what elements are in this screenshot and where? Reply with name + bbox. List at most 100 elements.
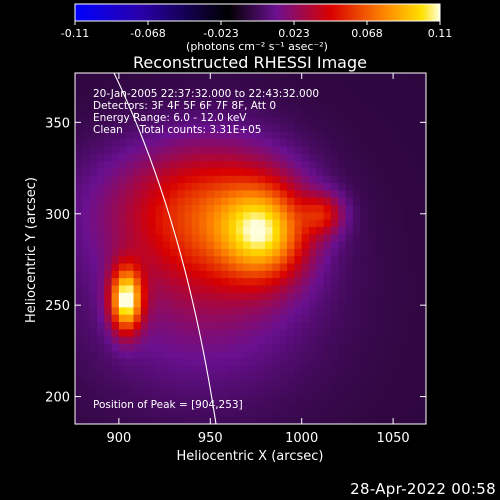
heatmap-cell xyxy=(162,211,171,220)
heatmap-cell xyxy=(162,109,171,118)
heatmap-cell xyxy=(345,226,354,235)
heatmap-cell xyxy=(330,277,339,286)
heatmap-cell xyxy=(118,94,127,103)
annotation-energy-range: Energy Range: 6.0 - 12.0 keV xyxy=(93,112,247,124)
heatmap-cell xyxy=(126,314,134,323)
heatmap-cell xyxy=(418,263,426,271)
heatmap-cell xyxy=(279,285,288,293)
heatmap-cell xyxy=(184,87,193,96)
heatmap-cell xyxy=(228,277,237,286)
heatmap-cell xyxy=(396,248,405,257)
heatmap-cell xyxy=(294,131,303,140)
heatmap-cell xyxy=(126,336,134,344)
heatmap-cell xyxy=(148,350,156,359)
heatmap-cell xyxy=(374,226,383,235)
heatmap-cell xyxy=(330,365,339,374)
heatmap-cell xyxy=(104,211,112,220)
heatmap-cell xyxy=(257,270,266,279)
heatmap-cell xyxy=(162,358,171,366)
heatmap-cell xyxy=(360,402,368,410)
heatmap-cell xyxy=(155,241,164,249)
heatmap-cell xyxy=(360,219,368,227)
heatmap-cell xyxy=(228,387,237,396)
heatmap-cell xyxy=(418,160,426,169)
heatmap-cell xyxy=(140,328,149,337)
heatmap-cell xyxy=(162,160,171,169)
heatmap-cell xyxy=(411,233,420,242)
heatmap-cell xyxy=(155,409,164,418)
heatmap-cell xyxy=(75,73,83,81)
heatmap-cell xyxy=(316,350,325,359)
heatmap-cell xyxy=(228,321,237,330)
heatmap-cell xyxy=(75,131,83,140)
heatmap-cell xyxy=(360,197,368,206)
heatmap-cell xyxy=(396,321,405,330)
heatmap-cell xyxy=(352,255,361,264)
solar-limb xyxy=(113,73,217,424)
heatmap-cell xyxy=(250,124,259,132)
heatmap-cell xyxy=(243,263,251,271)
heatmap-cell xyxy=(184,138,193,147)
heatmap-cell xyxy=(192,394,200,403)
heatmap-cell xyxy=(411,211,420,220)
heatmap-cell xyxy=(367,219,376,227)
heatmap-cell xyxy=(75,402,83,410)
heatmap-cell xyxy=(199,263,208,271)
heatmap-cell xyxy=(411,248,420,257)
heatmap-cell xyxy=(323,153,332,162)
heatmap-cell xyxy=(228,153,237,162)
heatmap-cell xyxy=(162,197,171,206)
heatmap-cell xyxy=(89,138,98,147)
heatmap-cell xyxy=(75,102,83,110)
heatmap-cell xyxy=(279,263,288,271)
heatmap-cell xyxy=(301,292,310,301)
heatmap-cell xyxy=(294,372,303,381)
heatmap-cell xyxy=(265,255,273,264)
heatmap-cell xyxy=(418,124,426,132)
heatmap-cell xyxy=(155,102,164,110)
heatmap-cell xyxy=(111,321,120,330)
heatmap-cell xyxy=(184,160,193,169)
heatmap-cell xyxy=(345,314,354,323)
heatmap-cell xyxy=(418,285,426,293)
heatmap-cell xyxy=(250,190,259,198)
heatmap-cell xyxy=(206,358,215,366)
heatmap-cell xyxy=(104,219,112,227)
heatmap-cell xyxy=(96,197,105,206)
heatmap-cell xyxy=(206,146,215,154)
heatmap-cell xyxy=(382,402,390,410)
heatmap-cell xyxy=(155,358,164,366)
heatmap-cell xyxy=(265,87,273,96)
heatmap-cell xyxy=(323,409,332,418)
heatmap-cell xyxy=(338,394,346,403)
heatmap-cell xyxy=(170,87,178,96)
heatmap-cell xyxy=(104,285,112,293)
heatmap-cell xyxy=(148,299,156,308)
heatmap-cell xyxy=(170,109,178,118)
heatmap-cell xyxy=(111,116,120,125)
heatmap-cell xyxy=(82,160,91,169)
heatmap-cell xyxy=(309,102,317,110)
heatmap-cell xyxy=(323,307,332,315)
heatmap-cell xyxy=(148,241,156,249)
heatmap-cell xyxy=(396,350,405,359)
heatmap-cell xyxy=(243,394,251,403)
heatmap-cell xyxy=(272,175,281,184)
heatmap-cell xyxy=(133,211,142,220)
heatmap-cell xyxy=(301,365,310,374)
heatmap-cell xyxy=(265,153,273,162)
heatmap-cell xyxy=(228,307,237,315)
heatmap-cell xyxy=(418,402,426,410)
heatmap-cell xyxy=(418,94,426,103)
heatmap-cell xyxy=(257,219,266,227)
heatmap-cell xyxy=(140,80,149,89)
heatmap-cell xyxy=(213,102,222,110)
heatmap-cell xyxy=(367,416,376,424)
heatmap-cell xyxy=(155,182,164,191)
heatmap-cell xyxy=(352,219,361,227)
heatmap-cell xyxy=(170,146,178,154)
heatmap-cell xyxy=(126,87,134,96)
heatmap-cell xyxy=(411,336,420,344)
heatmap-cell xyxy=(140,219,149,227)
heatmap-cell xyxy=(170,182,178,191)
